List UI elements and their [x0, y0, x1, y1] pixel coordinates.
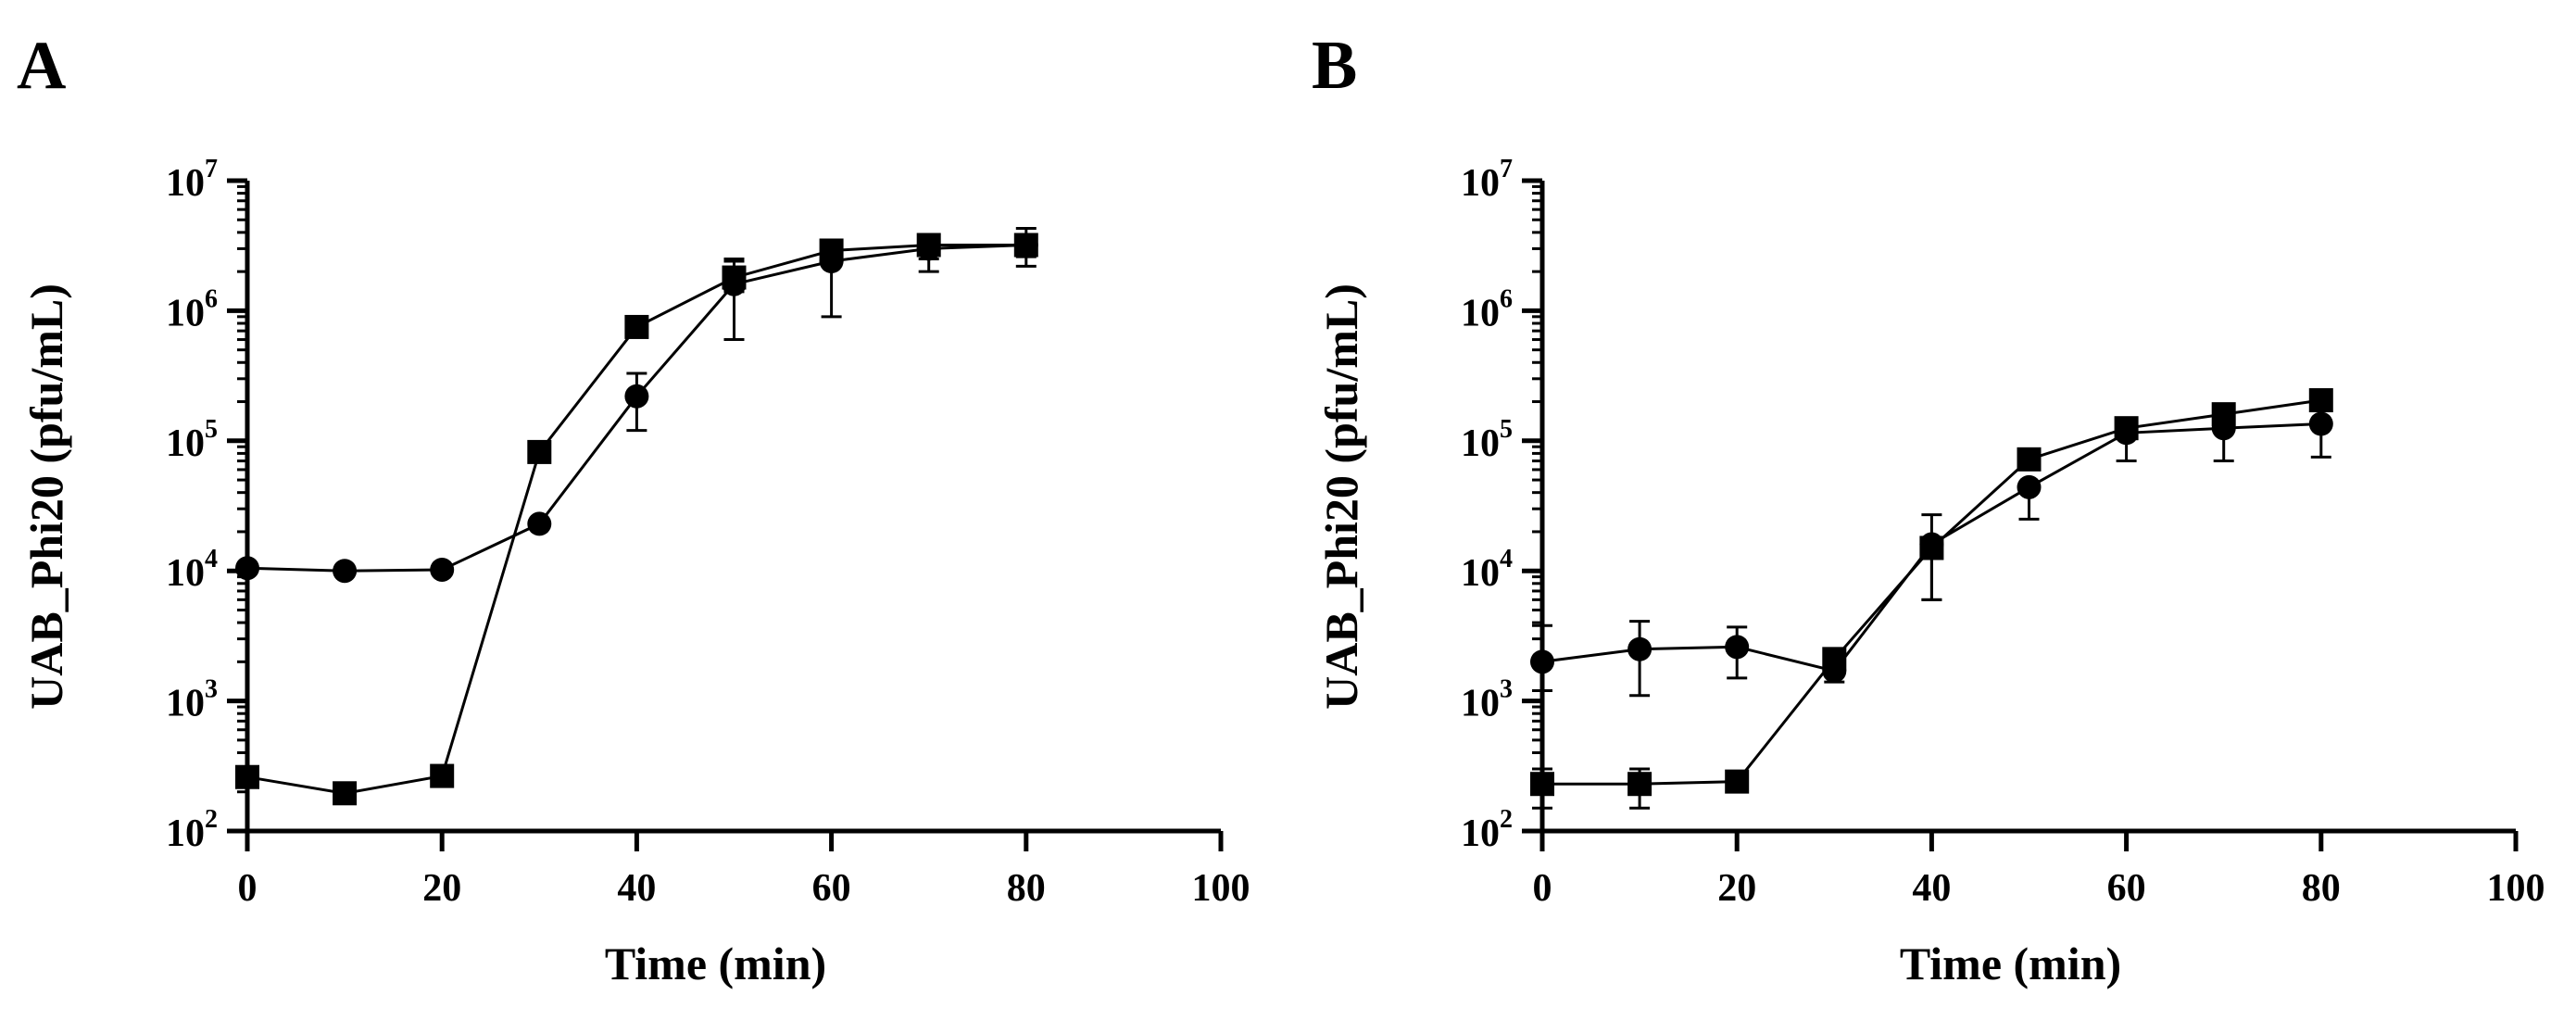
data-point-square [722, 265, 747, 290]
chart-panel-a: 0 20 40 60 80 100 102 103 104 105 106 107 Time (min)… [20, 155, 1250, 989]
data-point-square [2017, 447, 2042, 472]
y-tick-label: 107 [1461, 155, 1513, 205]
y-tick-label: 106 [1461, 284, 1513, 334]
data-point-square [1725, 769, 1750, 794]
y-tick-label: 106 [166, 284, 218, 334]
y-axis-title: UAB_Phi20 (pfu/mL) [20, 283, 72, 710]
y-tick-label: 107 [166, 155, 218, 205]
x-tick-label: 100 [1192, 867, 1250, 910]
x-tick-label: 80 [1007, 867, 1046, 910]
x-tick-label: 20 [1717, 867, 1756, 910]
x-tick-label: 20 [422, 867, 461, 910]
data-point-square [430, 763, 455, 788]
y-tick-label: 104 [166, 545, 218, 595]
data-point-square [1919, 535, 1944, 560]
x-axis-title: Time (min) [605, 938, 826, 989]
data-point-circle [624, 384, 649, 409]
y-tick-label: 103 [1461, 675, 1513, 725]
data-point-circle [333, 559, 358, 584]
data-point-square [624, 314, 649, 339]
data-point-square [2308, 388, 2333, 413]
data-point-circle [2308, 411, 2333, 436]
x-axis-title: Time (min) [1900, 938, 2121, 989]
data-point-square [235, 764, 259, 789]
series-square [235, 233, 1038, 806]
y-axis-title: UAB_Phi20 (pfu/mL) [1315, 283, 1367, 710]
x-tick-label: 0 [238, 867, 258, 910]
y-tick-label: 103 [166, 675, 218, 725]
panel-letter-b: B [1312, 28, 1357, 104]
x-tick-label: 100 [2487, 867, 2545, 910]
y-tick-label: 104 [1461, 545, 1513, 595]
data-point-square [1822, 647, 1847, 672]
series-square [1530, 388, 2333, 810]
x-tick-label: 60 [812, 867, 851, 910]
data-point-square [333, 781, 358, 806]
x-tick-label: 0 [1533, 867, 1552, 910]
data-point-circle [1627, 636, 1652, 661]
panel-letter-a: A [17, 28, 66, 104]
data-point-circle [1725, 635, 1750, 660]
x-tick-label: 40 [1912, 867, 1951, 910]
data-point-square [1530, 772, 1554, 797]
y-tick-label: 102 [166, 805, 218, 855]
chart-panel-b: 0 20 40 60 80 100 102 103 104 105 106 107 Time (min)… [1315, 155, 2545, 989]
data-point-circle [235, 556, 259, 581]
x-tick-label: 80 [2302, 867, 2341, 910]
x-tick-label: 40 [617, 867, 656, 910]
data-point-square [2114, 416, 2139, 441]
data-point-circle [2017, 474, 2042, 499]
y-tick-label: 105 [166, 415, 218, 465]
y-tick-label: 102 [1461, 805, 1513, 855]
data-point-circle [1530, 649, 1554, 674]
series-circle [235, 226, 1038, 584]
data-point-square [819, 238, 844, 263]
y-tick-label: 105 [1461, 415, 1513, 465]
data-point-square [1013, 233, 1038, 258]
data-point-square [527, 439, 552, 464]
data-point-square [916, 233, 941, 258]
data-point-square [1627, 772, 1652, 797]
data-point-circle [430, 557, 455, 582]
data-point-square [2211, 402, 2236, 427]
x-tick-label: 60 [2107, 867, 2146, 910]
data-point-circle [527, 511, 552, 536]
